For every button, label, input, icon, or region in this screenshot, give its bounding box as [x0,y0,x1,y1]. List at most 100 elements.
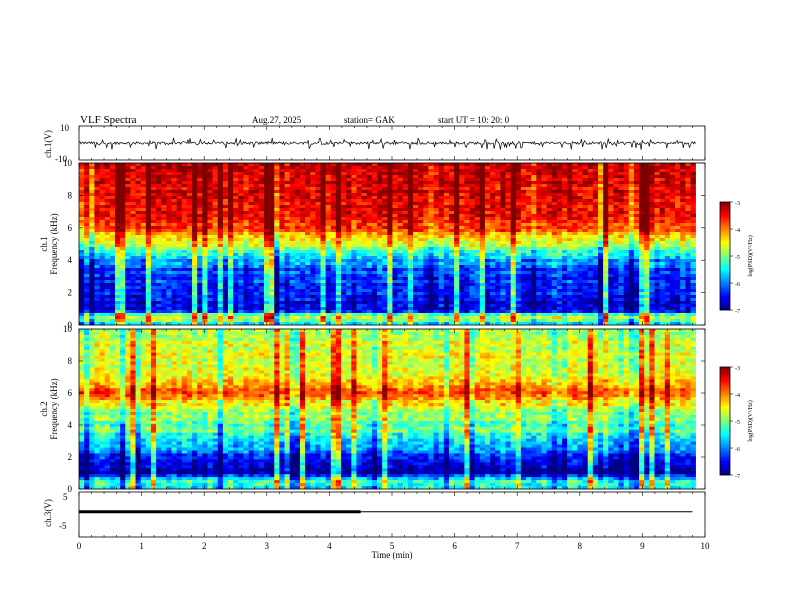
spectrogram-cell [387,178,393,182]
spectrogram-cell [582,166,588,170]
spectrogram-cell [289,247,296,251]
spectrogram-cell [217,199,224,203]
spectrogram-cell [243,175,249,179]
spectrogram-cell [433,238,439,242]
spectrogram-cell [608,196,614,200]
spectrogram-cell [469,250,475,254]
spectrogram-cell [120,268,126,272]
spectrogram-cell [258,214,265,218]
spectrogram-cell [99,220,105,224]
spectrogram-cell [125,220,131,224]
spectrogram-cell [397,265,404,269]
spectrogram-cell [89,268,95,272]
spectrogram-cell [541,202,547,206]
spectrogram-cell [428,169,434,173]
spectrogram-cell [274,226,280,230]
spectrogram-cell [125,229,131,233]
spectrogram-cell [438,247,445,251]
spectrogram-cell [222,190,229,194]
spectrogram-cell [397,220,404,224]
spectrogram-cell [387,190,393,194]
spectrogram-cell [382,268,388,272]
spectrogram-cell [186,199,193,203]
spectrogram-cell [500,169,506,173]
spectrogram-cell [84,244,90,248]
spectrogram-cell [664,250,671,254]
spectrogram-cell [109,235,116,239]
spectrogram-cell [392,214,398,218]
spectrogram-cell [341,280,347,284]
spectrogram-cell [495,262,501,266]
spectrogram-cell [413,163,419,167]
spectrogram-cell [325,277,332,281]
spectrogram-cell [145,205,152,209]
spectrogram-cell [428,214,434,218]
spectrogram-cell [680,256,686,260]
spectrogram-cell [459,232,465,236]
spectrogram-cell [464,220,470,224]
spectrogram-cell [305,238,311,242]
spectrogram-cell [515,256,522,260]
spectrogram-cell [664,277,671,281]
spectrogram-cell [171,271,177,275]
spectrogram-cell [243,226,249,230]
spectrogram-cell [454,253,460,257]
spectrogram-cell [423,268,429,272]
spectrogram-cell [608,190,614,194]
spectrogram-cell [541,277,547,281]
spectrogram-cell [114,235,121,239]
spectrogram-cell [469,277,475,281]
spectrogram-cell [685,223,691,227]
spectrogram-cell [623,256,630,260]
spectrogram-cell [253,250,260,254]
spectrogram-cell [140,217,147,221]
spectrogram-cell [510,247,517,251]
spectrogram-cell [166,181,172,185]
spectrogram-cell [181,274,188,278]
spectrogram-cell [161,283,167,287]
spectrogram-cell [212,247,219,251]
spectrogram-cell [608,262,614,266]
spectrogram-cell [654,193,660,197]
spectrogram-cell [490,214,496,218]
spectrogram-cell [377,238,383,242]
spectrogram-cell [592,271,599,275]
spectrogram-cell [597,202,604,206]
spectrogram-cell [253,229,260,233]
spectrogram-cell [531,238,537,242]
spectrogram-cell [484,262,491,266]
spectrogram-cell [192,238,198,242]
spectrogram-cell [310,274,316,278]
spectrogram-cell [577,277,583,281]
spectrogram-cell [603,250,609,254]
spectrogram-cell [371,250,378,254]
spectrogram-cell [120,175,126,179]
spectrogram-cell [161,247,167,251]
spectrogram-cell [474,193,481,197]
spectrogram-cell [536,199,542,203]
spectrogram-cell [531,199,537,203]
spectrogram-cell [484,199,491,203]
spectrogram-cell [315,235,321,239]
spectrogram-cell [664,247,671,251]
spectrogram-cell [490,163,496,167]
spectrogram-cell [94,205,100,209]
spectrogram-cell [510,277,517,281]
spectrogram-cell [294,235,301,239]
spectrogram-cell [109,277,116,281]
spectrogram-cell [181,184,188,188]
spectrogram-cell [161,214,167,218]
spectrogram-cell [623,250,630,254]
spectrogram-cell [515,274,522,278]
spectrogram-cell [99,262,105,266]
spectrogram-cell [238,217,244,221]
spectrogram-cell [402,184,409,188]
spectrogram-cell [294,241,301,245]
spectrogram-cell [125,277,131,281]
spectrogram-cell [567,166,573,170]
spectrogram-cell [664,184,671,188]
spectrogram-cell [556,169,563,173]
spectrogram-cell [325,268,332,272]
spectrogram-cell [608,166,614,170]
spectrogram-cell [207,172,213,176]
